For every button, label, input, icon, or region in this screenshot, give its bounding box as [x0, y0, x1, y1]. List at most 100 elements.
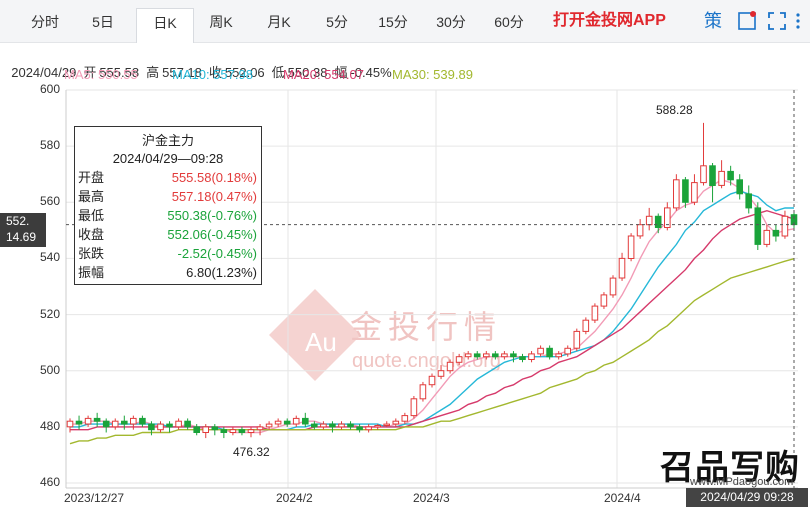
- candle-body: [202, 426, 209, 433]
- price-info-bar: 2024/04/29 开 555.58 高 557.18 收 552.06 低 550.38 幅 -…: [4, 47, 399, 81]
- ma5-legend: MA5: 550.55: [64, 67, 138, 82]
- candle-body: [148, 423, 155, 431]
- ohlc-tooltip: 沪金主力 2024/04/29—09:28 开盘 555.58(0.18%) 最高…: [74, 126, 262, 285]
- tab-intraday[interactable]: 分时: [31, 14, 59, 30]
- candle-body: [256, 426, 264, 431]
- candle-body: [374, 425, 381, 428]
- tooltip-row-open: 开盘 555.58(0.18%): [75, 168, 261, 187]
- candle-body: [510, 353, 517, 358]
- tooltip-value: 557.18(0.47%): [171, 189, 257, 204]
- candle-body: [691, 182, 698, 203]
- candle-body: [727, 170, 734, 181]
- alert-icon[interactable]: [736, 8, 758, 34]
- ma30-line: [69, 258, 795, 445]
- candle-body: [302, 417, 309, 425]
- candle-body: [139, 417, 146, 425]
- tooltip-row-low: 最低 550.38(-0.76%): [75, 206, 261, 225]
- cngold-watermark-logo: Au: [269, 289, 361, 381]
- candle-body: [473, 353, 481, 358]
- tab-daily-k[interactable]: 日K: [136, 8, 194, 43]
- open-value: 555.58: [99, 65, 140, 80]
- candle-body: [654, 215, 662, 229]
- candle-body: [102, 420, 110, 428]
- candle-body: [645, 215, 653, 226]
- period-tabbar: 分时 5日 日K 周K 月K 5分 15分 30分 60分 打开金投网APP 策: [0, 0, 810, 43]
- y-tick-label: 500: [40, 362, 61, 377]
- tab-weekly-k[interactable]: 周K: [209, 14, 233, 30]
- candle-body: [428, 375, 436, 386]
- tooltip-key: 最高: [78, 189, 105, 204]
- y-tick-label: 540: [40, 250, 61, 265]
- strategy-icon[interactable]: 策: [704, 11, 722, 31]
- candle-body: [492, 353, 499, 358]
- candle-body: [528, 353, 535, 360]
- candle-body: [111, 420, 119, 428]
- candle-body: [455, 356, 463, 363]
- tooltip-key: 收盘: [78, 227, 105, 242]
- candle-body: [718, 170, 725, 186]
- candle-body: [193, 426, 200, 433]
- watermark-url: quote.cngold.org: [352, 350, 502, 372]
- info-date: 2024/04/29: [11, 65, 77, 80]
- high-value: 557.18: [162, 65, 202, 80]
- candle-body: [754, 207, 762, 245]
- candle-body: [130, 417, 137, 425]
- tooltip-title: 沪金主力: [141, 133, 194, 148]
- tooltip-key: 开盘: [78, 170, 105, 185]
- open-label: 开: [83, 65, 97, 80]
- tab-60min[interactable]: 60分: [494, 14, 524, 30]
- tooltip-value: 6.80(1.23%): [186, 265, 257, 280]
- candle-body: [772, 229, 780, 237]
- candle-body: [311, 423, 318, 428]
- tooltip-value: 552.06(-0.45%): [167, 227, 257, 242]
- candle-body: [84, 417, 92, 425]
- x-tick-label: 2024/2: [276, 491, 313, 505]
- open-app-link[interactable]: 打开金投网APP: [553, 12, 666, 29]
- ma10-legend: MA10: 557.98: [172, 67, 253, 82]
- candle-body: [238, 429, 246, 434]
- amp-value: -0.45%: [350, 65, 392, 80]
- low-label: 低: [271, 65, 285, 80]
- tab-monthly-k[interactable]: 月K: [267, 14, 291, 30]
- tooltip-value: 555.58(0.18%): [171, 170, 257, 185]
- tab-15min[interactable]: 15分: [378, 14, 408, 30]
- candle-body: [329, 423, 336, 428]
- x-tick-label: 2024/4: [604, 491, 641, 505]
- candle-body: [184, 420, 191, 428]
- candle-body: [700, 165, 707, 184]
- candle-body: [673, 179, 680, 209]
- candle-body: [365, 426, 372, 431]
- low-value: 550.38: [287, 65, 328, 80]
- ma20-legend: MA20: 554.07: [283, 67, 364, 82]
- candle-body: [265, 423, 273, 428]
- candle-body: [392, 420, 400, 425]
- candle-body: [618, 257, 626, 279]
- candle-body: [582, 319, 590, 332]
- candle-body: [636, 224, 644, 237]
- candle-body: [356, 426, 363, 431]
- y-tick-label: 480: [40, 418, 61, 433]
- close-label: 收: [208, 65, 222, 80]
- y-tick-label: 560: [40, 194, 61, 209]
- candle-body: [338, 423, 345, 428]
- tooltip-datetime: 2024/04/29—09:28: [112, 151, 224, 166]
- tooltip-key: 张跌: [78, 246, 105, 261]
- candle-body: [537, 347, 544, 355]
- candle-body: [600, 294, 608, 307]
- x-tick-label: 2024/3: [413, 491, 450, 505]
- candle-body: [573, 330, 581, 349]
- candle-body: [609, 277, 617, 296]
- candle-body: [501, 353, 508, 358]
- high-annotation: 588.28: [656, 103, 693, 117]
- candle-body: [564, 347, 572, 355]
- menu-icon[interactable]: [790, 8, 806, 34]
- fullscreen-icon[interactable]: [766, 8, 788, 34]
- tab-30min[interactable]: 30分: [436, 14, 466, 30]
- candle-body: [166, 423, 173, 428]
- candle-body: [229, 429, 237, 434]
- candle-body: [121, 420, 128, 425]
- tab-5day[interactable]: 5日: [92, 14, 114, 30]
- tab-5min[interactable]: 5分: [326, 14, 348, 30]
- candle-body: [419, 384, 427, 400]
